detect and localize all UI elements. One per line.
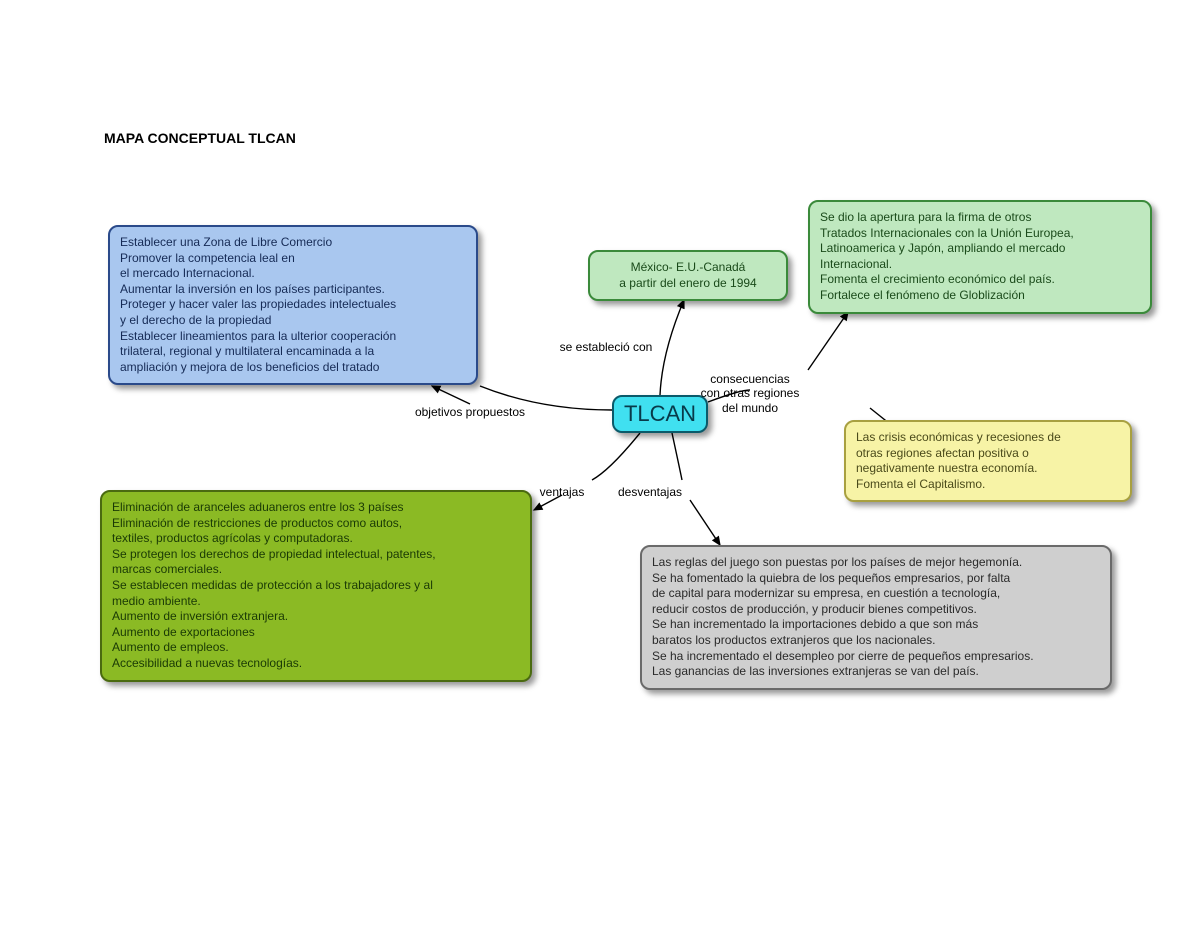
node-ventajas: Eliminación de aranceles aduaneros entre… xyxy=(100,490,532,682)
center-node-tlcan: TLCAN xyxy=(612,395,708,433)
concept-map-canvas: MAPA CONCEPTUAL TLCAN TLCAN Establecer u… xyxy=(0,0,1200,927)
node-establecio: México- E.U.-Canadá a partir del enero d… xyxy=(588,250,788,301)
edge-label-establecio: se estableció con xyxy=(560,340,653,354)
edge-label-ventajas: ventajas xyxy=(540,485,585,499)
node-desventajas: Las reglas del juego son puestas por los… xyxy=(640,545,1112,690)
node-consecuencias-apertura: Se dio la apertura para la firma de otro… xyxy=(808,200,1152,314)
page-title: MAPA CONCEPTUAL TLCAN xyxy=(104,130,296,146)
node-consecuencias-crisis: Las crisis económicas y recesiones de ot… xyxy=(844,420,1132,502)
edge-label-desventajas: desventajas xyxy=(618,485,682,499)
node-objetivos: Establecer una Zona de Libre Comercio Pr… xyxy=(108,225,478,385)
edge-label-objetivos: objetivos propuestos xyxy=(415,405,525,419)
edge-label-consecuencias: consecuencias con otras regiones del mun… xyxy=(701,372,800,415)
